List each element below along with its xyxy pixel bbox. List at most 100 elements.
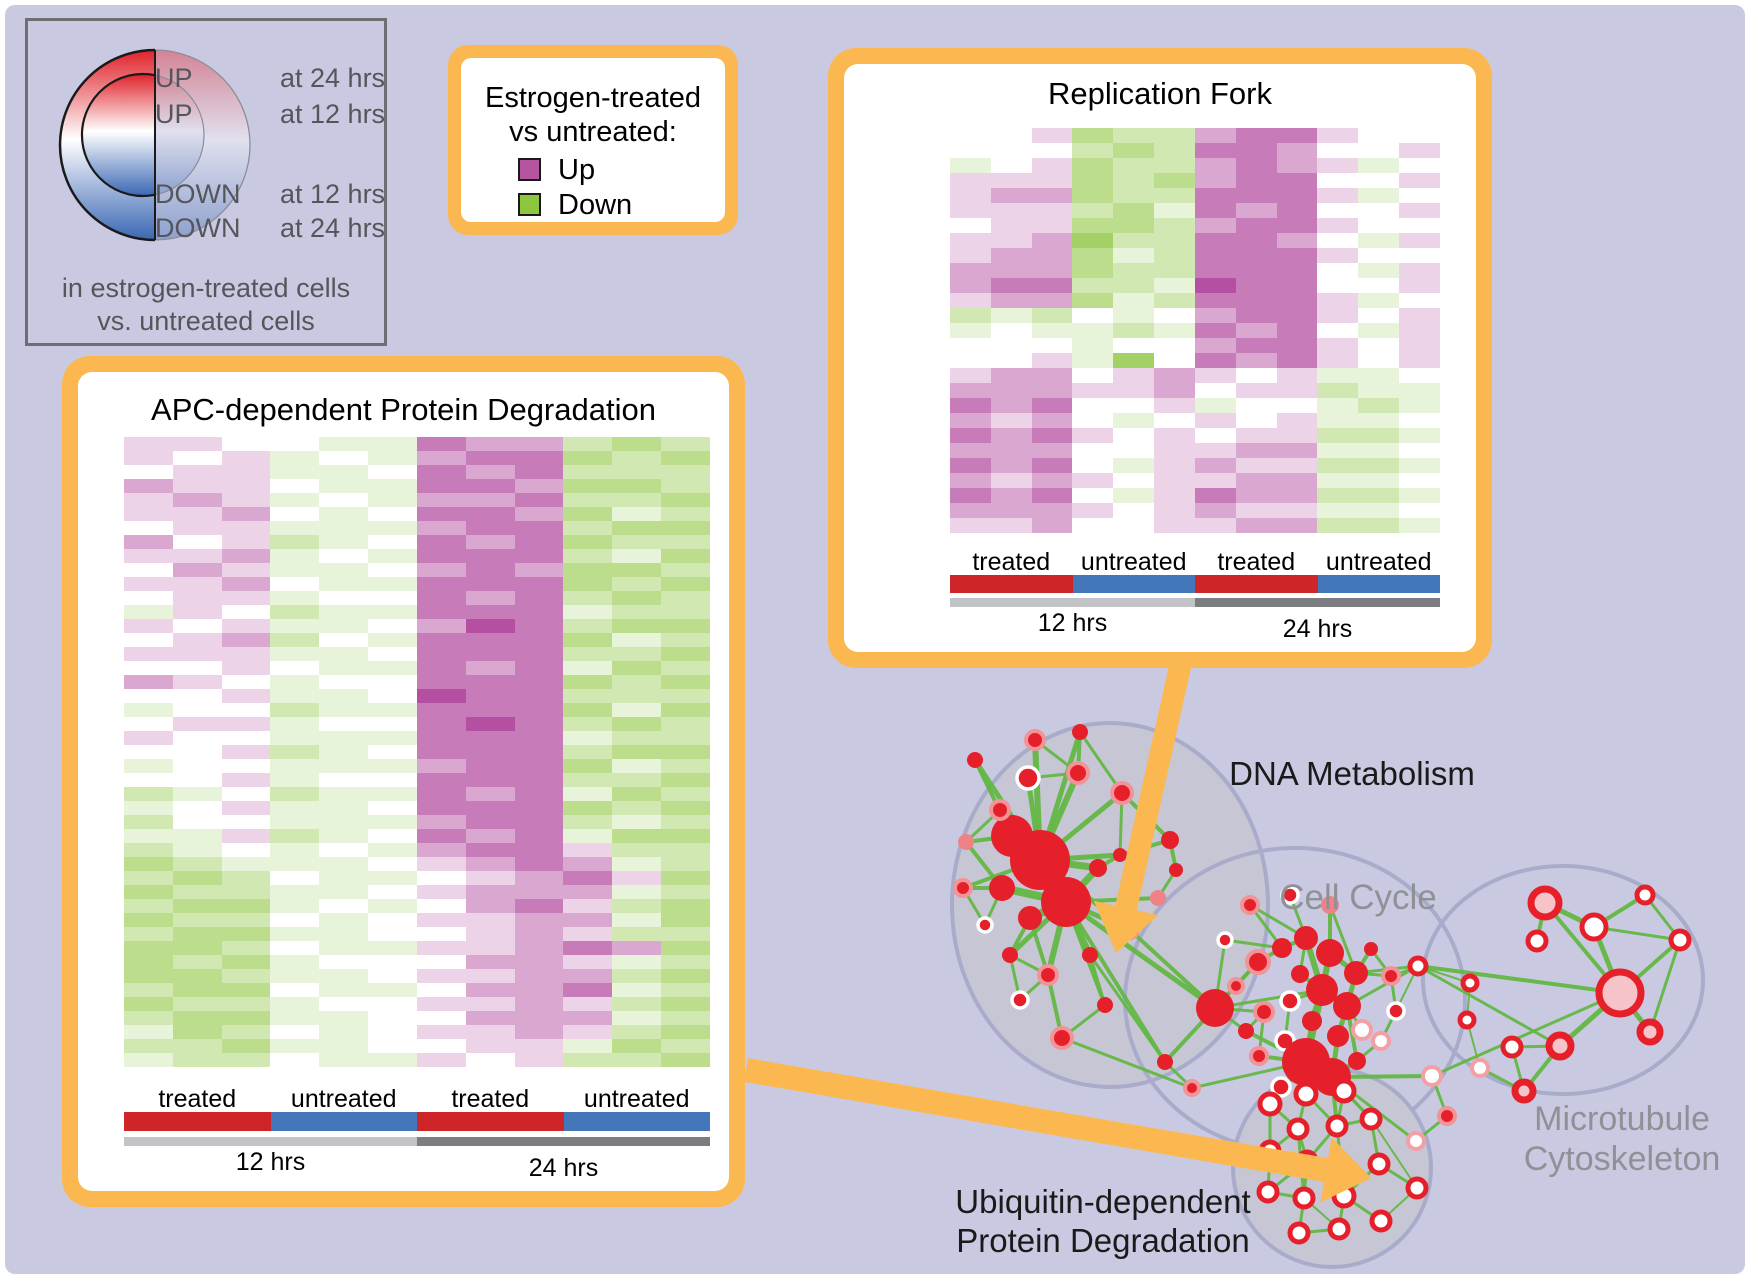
heatmap-cell bbox=[563, 815, 613, 829]
heatmap-cell bbox=[221, 857, 271, 871]
updown-circle-legend: UP at 24 hrs UP at 12 hrs DOWN at 12 hrs… bbox=[25, 18, 387, 346]
heatmap-cell bbox=[221, 885, 271, 899]
heatmap-cell bbox=[270, 577, 320, 591]
heatmap-cell bbox=[1358, 293, 1400, 308]
heatmap-cell bbox=[221, 661, 271, 675]
condition-label: treated bbox=[158, 1085, 237, 1113]
heatmap-cell bbox=[1113, 293, 1155, 308]
heatmap-cell bbox=[1154, 263, 1195, 278]
network-edge bbox=[1078, 730, 1124, 795]
heatmap-cell bbox=[319, 1039, 369, 1053]
heatmap-cell bbox=[1154, 413, 1195, 428]
heatmap-cell bbox=[465, 885, 515, 899]
gene-node bbox=[1327, 1025, 1349, 1047]
heatmap-cell bbox=[1031, 128, 1073, 143]
heatmap-cell bbox=[1276, 518, 1318, 533]
replication-fork-heatmap-panel: Replication Fork treated untreated treated… bbox=[828, 48, 1492, 668]
heatmap-cell bbox=[465, 451, 515, 465]
heatmap-cell bbox=[950, 368, 991, 383]
heatmap-cell bbox=[1276, 308, 1318, 323]
heatmap-cell bbox=[270, 633, 320, 647]
heatmap-cell bbox=[514, 535, 564, 549]
heatmap-cell bbox=[124, 647, 173, 661]
gene-node bbox=[1525, 929, 1549, 953]
heatmap-cell bbox=[465, 731, 515, 745]
heatmap-cell bbox=[1154, 308, 1195, 323]
heatmap-cell bbox=[124, 591, 173, 605]
heatmap-cell bbox=[172, 661, 222, 675]
heatmap-cell bbox=[465, 1011, 515, 1025]
heatmap-cell bbox=[416, 927, 466, 941]
heatmap-cell bbox=[124, 955, 173, 969]
heatmap-cell bbox=[1399, 458, 1440, 473]
heatmap-cell bbox=[368, 1025, 417, 1039]
dna-cluster-label: DNA Metabolism bbox=[1229, 755, 1475, 792]
heatmap-cell bbox=[1235, 278, 1277, 293]
heatmap-cell bbox=[1276, 263, 1318, 278]
heatmap-cell bbox=[563, 885, 613, 899]
heatmap-cell bbox=[319, 829, 369, 843]
heatmap-cell bbox=[416, 633, 466, 647]
heatmap-cell bbox=[1358, 383, 1400, 398]
heatmap-cell bbox=[319, 563, 369, 577]
heatmap-cell bbox=[563, 871, 613, 885]
heatmap-cell bbox=[416, 1011, 466, 1025]
heatmap-cell bbox=[1031, 413, 1073, 428]
heatmap-cell bbox=[1399, 233, 1440, 248]
heatmap-cell bbox=[563, 563, 613, 577]
heatmap-cell bbox=[612, 913, 662, 927]
heatmap-cell bbox=[950, 353, 991, 368]
heatmap-cell bbox=[124, 661, 173, 675]
heatmap-cell bbox=[990, 458, 1032, 473]
time-label: 12 hrs bbox=[1037, 609, 1108, 637]
apc-condition-bar bbox=[124, 1112, 710, 1131]
heatmap-cell bbox=[612, 843, 662, 857]
heatmap-cell bbox=[661, 591, 710, 605]
heatmap-cell bbox=[416, 969, 466, 983]
heatmap-cell bbox=[1031, 218, 1073, 233]
network-edge bbox=[1064, 900, 1167, 1064]
heatmap-cell bbox=[465, 843, 515, 857]
heatmap-cell bbox=[612, 1053, 662, 1067]
heatmap-cell bbox=[124, 451, 173, 465]
gene-node bbox=[1545, 1031, 1575, 1061]
heatmap-cell bbox=[1276, 203, 1318, 218]
heatmap-cell bbox=[1194, 218, 1236, 233]
heatmap-cell bbox=[172, 535, 222, 549]
gene-node bbox=[1150, 890, 1166, 906]
heatmap-cell bbox=[661, 787, 710, 801]
condition-label: untreated bbox=[290, 1085, 397, 1113]
12hrs-bar-segment bbox=[124, 1137, 417, 1146]
heatmap-cell bbox=[319, 521, 369, 535]
heatmap-cell bbox=[416, 717, 466, 731]
heatmap-cell bbox=[1317, 353, 1359, 368]
heatmap-cell bbox=[1194, 518, 1236, 533]
heatmap-cell bbox=[270, 703, 320, 717]
heatmap-cell bbox=[368, 493, 417, 507]
heatmap-cell bbox=[124, 703, 173, 717]
gene-node bbox=[1333, 992, 1361, 1020]
heatmap-cell bbox=[172, 885, 222, 899]
heatmap-cell bbox=[950, 458, 991, 473]
heatmap-cell bbox=[1154, 143, 1195, 158]
heatmap-cell bbox=[514, 913, 564, 927]
untreated-bar-segment bbox=[1072, 575, 1195, 593]
24hrs-bar-segment bbox=[1195, 598, 1440, 607]
heatmap-cell bbox=[416, 591, 466, 605]
heatmap-cell bbox=[270, 927, 320, 941]
heatmap-cell bbox=[221, 619, 271, 633]
heatmap-cell bbox=[221, 521, 271, 535]
heatmap-cell bbox=[1031, 323, 1073, 338]
heatmap-cell bbox=[1276, 233, 1318, 248]
heatmap-cell bbox=[1399, 263, 1440, 278]
heatmap-cell bbox=[990, 278, 1032, 293]
heatmap-cell bbox=[270, 549, 320, 563]
heatmap-cell bbox=[416, 563, 466, 577]
heatmap-cell bbox=[661, 577, 710, 591]
heatmap-cell bbox=[950, 443, 991, 458]
treated-bar-segment bbox=[1195, 575, 1318, 593]
gene-node bbox=[1183, 1079, 1201, 1097]
heatmap-cell bbox=[661, 759, 710, 773]
heatmap-cell bbox=[1317, 188, 1359, 203]
